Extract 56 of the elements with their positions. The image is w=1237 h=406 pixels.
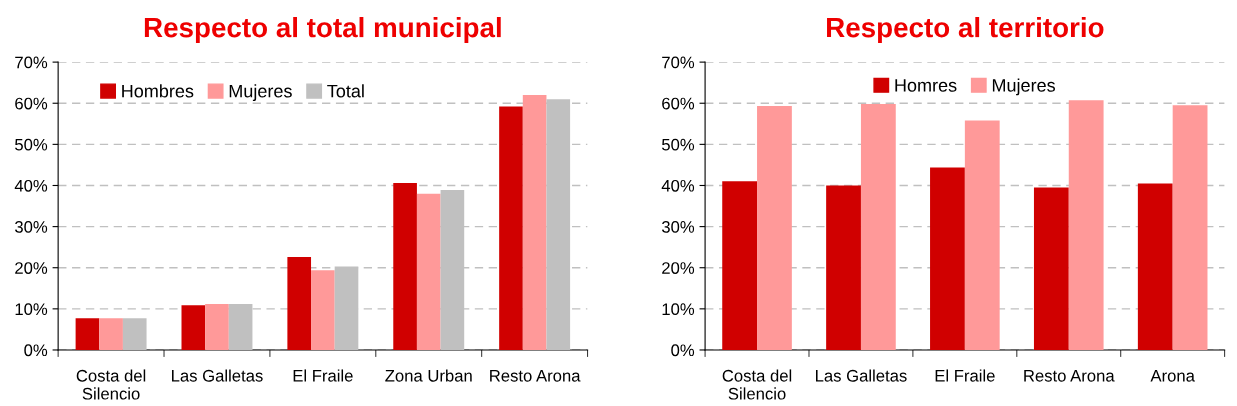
bar: [1068, 100, 1104, 350]
y-tick-label: 70%: [662, 56, 695, 69]
y-tick-label: 0%: [671, 344, 695, 357]
bar: [334, 266, 359, 350]
y-tick-label: 30%: [661, 221, 695, 233]
y-tick-label: 10%: [662, 303, 695, 316]
y-tick-label: 40%: [14, 179, 48, 192]
bar: [499, 106, 523, 350]
y-tick-label: 60%: [15, 97, 48, 110]
y-tick-label: 20%: [15, 262, 48, 274]
bar: [930, 167, 965, 350]
bar: [964, 120, 1000, 350]
legend-label: Homres: [895, 79, 957, 92]
bar: [1137, 183, 1173, 350]
y-tick-label: 40%: [661, 179, 695, 192]
chart-title: Respecto al territorio: [827, 16, 1104, 43]
bar: [75, 318, 100, 350]
chart-title: Respecto al total municipal: [144, 16, 501, 43]
bar: [311, 270, 335, 350]
x-tick-label: Resto Arona: [1024, 370, 1115, 382]
bar: [287, 257, 312, 350]
bar: [860, 104, 896, 350]
bar: [1172, 105, 1208, 350]
x-tick-label: Costa del Silencio: [722, 369, 792, 400]
legend-label: Total: [327, 84, 364, 98]
y-tick-label: 50%: [661, 138, 695, 151]
bar: [99, 318, 123, 350]
bar: [205, 303, 229, 350]
y-tick-label: 20%: [662, 262, 695, 274]
legend-label: Mujeres: [992, 78, 1055, 96]
y-tick-label: 50%: [15, 138, 48, 151]
bar: [393, 183, 417, 350]
legend-label: Mujeres: [229, 84, 292, 102]
bar: [722, 181, 758, 350]
x-tick-label: Zona Urban: [385, 369, 472, 382]
y-tick-label: 60%: [662, 97, 695, 110]
x-tick-label: Costa del Silencio: [76, 369, 146, 400]
bar: [416, 193, 441, 350]
bar: [546, 99, 571, 350]
legend-label: Hombres: [122, 84, 194, 98]
bar: [826, 185, 861, 350]
y-tick-label: 70%: [15, 56, 48, 69]
x-tick-label: Resto Arona: [490, 370, 581, 382]
y-tick-label: 30%: [15, 221, 48, 233]
x-tick-label: Las Galletas: [172, 369, 263, 382]
bar: [181, 305, 206, 350]
x-tick-label: El Fraile: [293, 369, 353, 382]
bar: [1033, 187, 1069, 350]
x-tick-label: El Fraile: [935, 369, 995, 382]
y-tick-label: 0%: [24, 344, 48, 357]
x-tick-label: Las Galletas: [816, 369, 907, 382]
y-tick-label: 10%: [15, 303, 48, 316]
bar: [757, 106, 792, 350]
x-tick-label: Arona: [1150, 370, 1195, 382]
bar: [122, 318, 147, 350]
bar: [522, 95, 547, 350]
